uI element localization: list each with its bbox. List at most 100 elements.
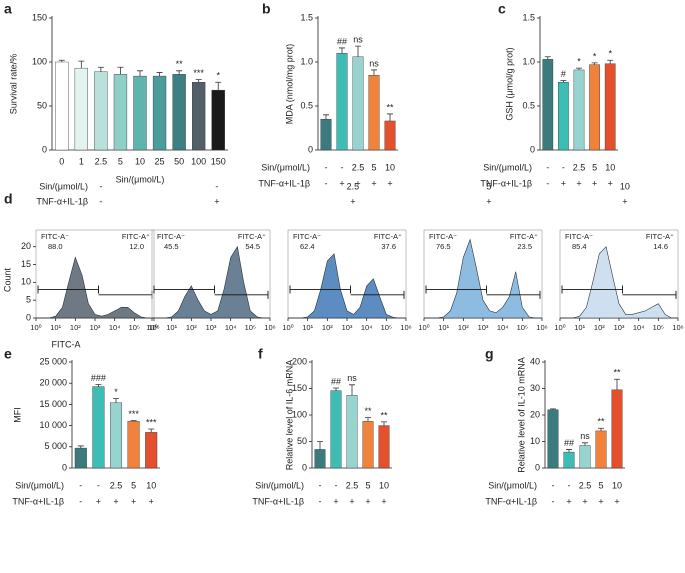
gate-label: FITC-A⁺ [122, 232, 150, 241]
error-bar [58, 59, 65, 62]
significance-label: * [608, 49, 612, 59]
x-tick-label: 10³ [90, 323, 101, 332]
x-tick-label: 10⁴ [225, 323, 237, 332]
x-tick-label: 10⁴ [109, 323, 121, 332]
y-tick-label: 1.5 [522, 12, 535, 22]
x-tick-label: 10⁴ [361, 323, 373, 332]
y-axis-label: Count [2, 268, 12, 293]
gate-value: 76.5 [436, 242, 451, 251]
condition-label: Sin/(μmol/L) [483, 162, 532, 172]
condition-value: + [149, 496, 154, 506]
y-tick-label: 100 [32, 56, 47, 66]
y-tick-label: 1.0 [300, 56, 313, 66]
x-tick-label: 10⁶ [536, 323, 547, 332]
gate-value: 45.5 [164, 242, 179, 251]
y-tick-label: 20 [530, 409, 540, 419]
significance-label: ** [176, 59, 184, 69]
gate-label: FITC-A⁻ [293, 232, 321, 241]
error-bar [566, 449, 572, 453]
error-bar [591, 62, 598, 65]
condition-value: + [131, 496, 136, 506]
bar [127, 421, 140, 469]
panel-letter: d [4, 191, 13, 207]
bar [145, 432, 158, 469]
condition-value: + [592, 178, 597, 188]
y-tick-label: 10 [530, 436, 540, 446]
error-bar [78, 60, 85, 69]
x-tick-label: 0 [59, 156, 64, 166]
x-tick-label: 10¹ [166, 323, 177, 332]
x-tick-label: 10² [70, 323, 81, 332]
bar [547, 409, 559, 469]
y-tick-label: 1.0 [522, 56, 535, 66]
y-axis-label: Survival rate/% [8, 54, 18, 115]
error-bar [130, 420, 137, 422]
condition-label: TNF-α+IL-1β [36, 196, 88, 206]
bar [336, 53, 348, 151]
y-tick-label: 0 [62, 462, 67, 472]
bar [611, 389, 623, 469]
x-axis-label: FITC-A [52, 339, 81, 349]
y-tick-label: 15 [21, 259, 31, 269]
bar [589, 64, 600, 151]
x-tick-label: 10⁶ [264, 323, 275, 332]
x-tick-label: 25 [155, 156, 165, 166]
x-tick-label: 10¹ [574, 323, 585, 332]
y-axis-label: GSH (μmol/g prot) [504, 47, 514, 120]
error-bar [113, 398, 119, 403]
error-bar [560, 80, 567, 83]
significance-label: ** [597, 417, 605, 427]
histogram-curve [36, 256, 154, 319]
condition-label: TNF-α+IL-1β [485, 496, 537, 506]
error-bar [195, 79, 202, 83]
panel-letter: c [498, 1, 506, 17]
condition-value: + [113, 496, 118, 506]
condition-value: - [552, 496, 555, 506]
significance-label: ### [91, 373, 106, 383]
y-tick-label: 0 [26, 312, 31, 322]
x-tick-label: 10⁵ [517, 323, 528, 332]
panel-letter: b [262, 1, 271, 17]
gate-value: 23.5 [517, 242, 532, 251]
error-bar [215, 81, 222, 91]
condition-value: - [99, 196, 102, 206]
x-tick-label: 10¹ [302, 323, 313, 332]
bar [94, 71, 108, 151]
condition-value: + [622, 196, 627, 206]
condition-value: + [387, 178, 392, 188]
panel-letter: g [485, 346, 494, 362]
y-tick-label: 10 [21, 277, 31, 287]
bar [346, 395, 358, 469]
y-tick-label: 30 [530, 383, 540, 393]
significance-label: * [216, 71, 220, 81]
y-tick-label: 5 000 [44, 441, 67, 451]
x-tick-label: 10⁶ [148, 323, 159, 332]
condition-value: 2.5 [346, 480, 359, 490]
gate-value: 54.5 [245, 242, 260, 251]
gate-label: FITC-A⁺ [510, 232, 538, 241]
x-tick-label: 10³ [478, 323, 489, 332]
y-tick-label: 0 [42, 144, 47, 154]
error-bar [550, 408, 556, 410]
histogram-curve [152, 245, 270, 319]
condition-value: + [566, 496, 571, 506]
condition-label: Sin/(μmol/L) [488, 480, 537, 490]
x-tick-label: 10⁰ [282, 323, 293, 332]
error-bar [371, 69, 377, 76]
gate-label: FITC-A⁻ [157, 232, 185, 241]
condition-value: - [335, 480, 338, 490]
bar [92, 386, 105, 469]
condition-label: TNF-α+IL-1β [252, 496, 304, 506]
condition-value: + [350, 196, 355, 206]
bar [579, 445, 591, 469]
bar [563, 451, 575, 469]
y-tick-label: 200 [292, 356, 307, 366]
error-bar [156, 72, 163, 77]
condition-value: 2.5 [352, 162, 365, 172]
x-tick-label: 10⁰ [30, 323, 41, 332]
error-bar [355, 45, 361, 57]
y-tick-label: 50 [37, 100, 47, 110]
y-tick-label: 0.5 [522, 100, 535, 110]
condition-label: Sin/(μmol/L) [255, 480, 304, 490]
significance-label: ** [386, 102, 394, 112]
